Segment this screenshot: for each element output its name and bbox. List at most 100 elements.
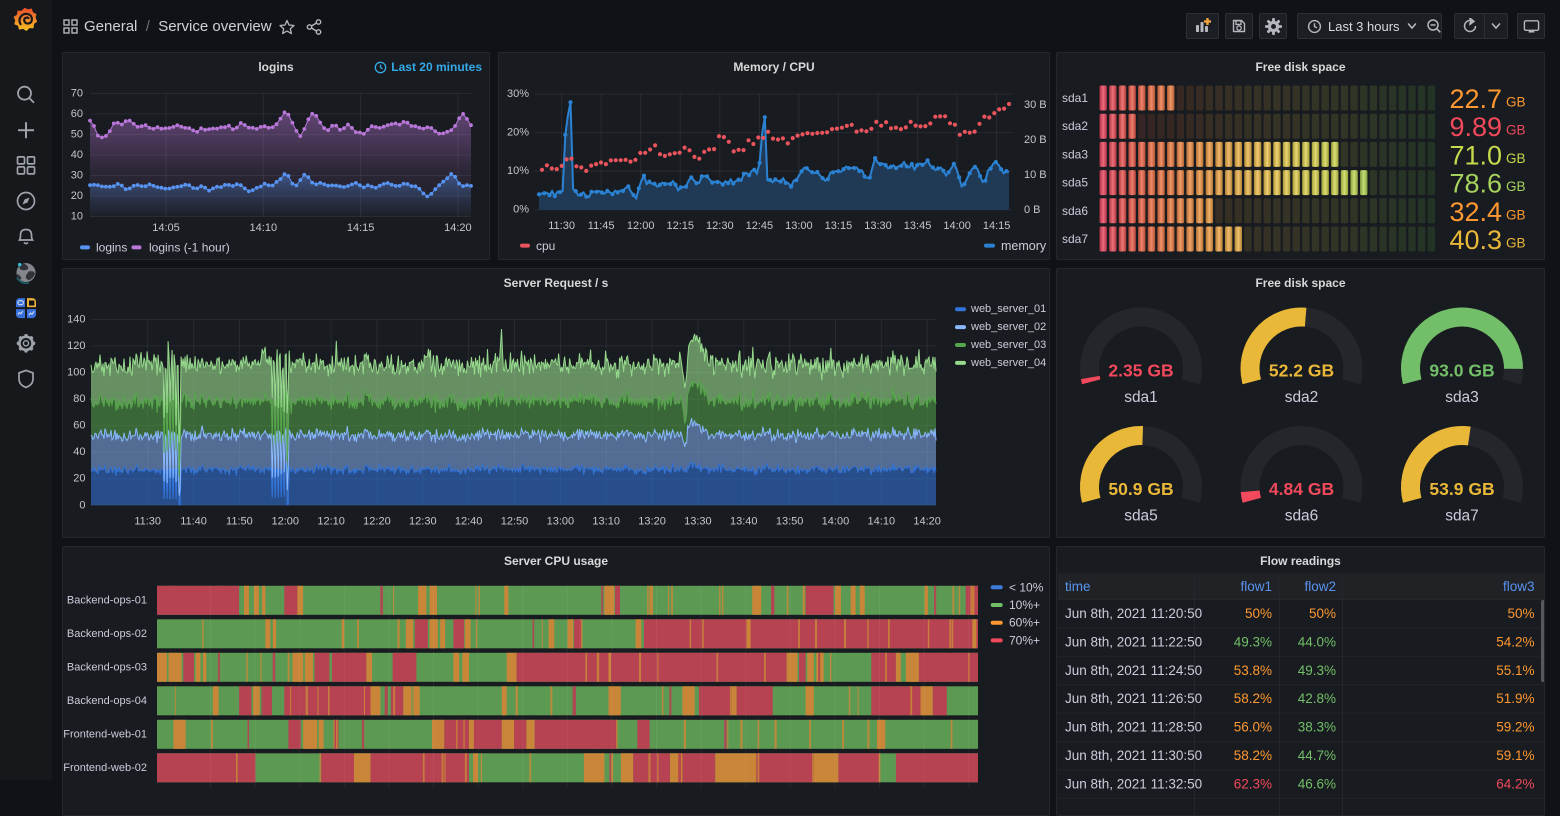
- svg-text:20: 20: [71, 190, 83, 202]
- svg-text:sda3: sda3: [1445, 389, 1479, 406]
- svg-text:12:20: 12:20: [363, 515, 391, 527]
- svg-text:11:30: 11:30: [134, 515, 161, 527]
- svg-text:49.3%: 49.3%: [1234, 634, 1272, 649]
- svg-text:30: 30: [71, 170, 83, 182]
- svg-text:Jun 8th, 2021 11:30:50: Jun 8th, 2021 11:30:50: [1065, 748, 1202, 763]
- svg-text:Backend-ops-02: Backend-ops-02: [67, 628, 147, 640]
- svg-text:100: 100: [67, 367, 85, 379]
- svg-text:14:10: 14:10: [250, 222, 278, 234]
- svg-text:14:15: 14:15: [983, 220, 1011, 232]
- svg-text:60: 60: [71, 108, 83, 120]
- svg-text:11:30: 11:30: [548, 220, 575, 232]
- svg-text:60%+: 60%+: [1009, 616, 1040, 630]
- svg-text:71.0: 71.0: [1449, 140, 1502, 170]
- svg-text:30%: 30%: [507, 88, 529, 100]
- svg-text:web_server_04: web_server_04: [970, 357, 1046, 369]
- svg-text:42.8%: 42.8%: [1298, 691, 1336, 706]
- svg-text:20 B: 20 B: [1024, 134, 1047, 146]
- svg-text:13:15: 13:15: [825, 220, 853, 232]
- svg-text:logins: logins: [96, 241, 127, 255]
- svg-text:Jun 8th, 2021 11:26:50: Jun 8th, 2021 11:26:50: [1065, 691, 1202, 706]
- svg-text:< 10%: < 10%: [1009, 580, 1044, 594]
- svg-text:13:10: 13:10: [592, 515, 620, 527]
- svg-text:sda2: sda2: [1062, 119, 1088, 133]
- svg-text:flow3: flow3: [1503, 579, 1535, 594]
- svg-text:44.0%: 44.0%: [1298, 634, 1336, 649]
- svg-text:9.89: 9.89: [1449, 112, 1502, 142]
- svg-text:logins (-1 hour): logins (-1 hour): [149, 241, 230, 255]
- svg-text:64.2%: 64.2%: [1496, 776, 1534, 791]
- svg-text:11:40: 11:40: [180, 515, 207, 527]
- svg-text:10 B: 10 B: [1024, 169, 1047, 181]
- svg-text:12:50: 12:50: [501, 515, 529, 527]
- svg-text:30 B: 30 B: [1024, 99, 1047, 111]
- svg-text:Jun 8th, 2021 11:20:50: Jun 8th, 2021 11:20:50: [1065, 606, 1202, 621]
- svg-text:sda2: sda2: [1285, 389, 1319, 406]
- svg-text:Backend-ops-03: Backend-ops-03: [67, 662, 147, 674]
- svg-text:Frontend-web-01: Frontend-web-01: [63, 729, 147, 741]
- svg-text:22.7: 22.7: [1449, 84, 1502, 114]
- svg-text:GB: GB: [1506, 236, 1526, 251]
- svg-text:sda7: sda7: [1445, 508, 1479, 525]
- svg-text:59.2%: 59.2%: [1496, 720, 1534, 735]
- svg-text:time: time: [1065, 579, 1091, 594]
- svg-text:web_server_03: web_server_03: [970, 339, 1046, 351]
- svg-text:11:50: 11:50: [226, 515, 253, 527]
- svg-text:sda5: sda5: [1062, 176, 1088, 190]
- svg-text:4.84 GB: 4.84 GB: [1269, 479, 1334, 499]
- svg-text:13:40: 13:40: [730, 515, 758, 527]
- svg-text:10%: 10%: [507, 165, 529, 177]
- svg-text:70: 70: [71, 88, 83, 100]
- svg-text:10%+: 10%+: [1009, 598, 1040, 612]
- svg-text:46.6%: 46.6%: [1298, 776, 1336, 791]
- svg-text:12:00: 12:00: [271, 515, 299, 527]
- svg-text:Frontend-web-02: Frontend-web-02: [63, 762, 147, 774]
- svg-text:53.8%: 53.8%: [1234, 663, 1272, 678]
- svg-text:51.9%: 51.9%: [1496, 691, 1534, 706]
- svg-text:GB: GB: [1506, 151, 1526, 166]
- svg-text:13:00: 13:00: [547, 515, 575, 527]
- svg-text:web_server_02: web_server_02: [970, 321, 1046, 333]
- svg-text:memory: memory: [1001, 239, 1047, 253]
- svg-text:50%: 50%: [1309, 606, 1336, 621]
- svg-text:52.2 GB: 52.2 GB: [1269, 361, 1334, 381]
- svg-text:14:20: 14:20: [913, 515, 941, 527]
- svg-text:140: 140: [67, 313, 85, 325]
- svg-text:Backend-ops-04: Backend-ops-04: [67, 695, 147, 707]
- svg-text:44.7%: 44.7%: [1298, 748, 1336, 763]
- svg-text:50%: 50%: [1507, 606, 1534, 621]
- svg-text:GB: GB: [1506, 95, 1526, 110]
- svg-text:12:30: 12:30: [706, 220, 734, 232]
- svg-text:GB: GB: [1506, 207, 1526, 222]
- svg-text:50%: 50%: [1245, 606, 1272, 621]
- svg-text:flow1: flow1: [1240, 579, 1272, 594]
- svg-text:Jun 8th, 2021 11:24:50: Jun 8th, 2021 11:24:50: [1065, 663, 1202, 678]
- svg-text:13:50: 13:50: [776, 515, 804, 527]
- svg-text:flow2: flow2: [1304, 579, 1336, 594]
- svg-text:13:30: 13:30: [684, 515, 712, 527]
- svg-text:120: 120: [67, 340, 85, 352]
- svg-text:GB: GB: [1506, 123, 1526, 138]
- svg-text:Backend-ops-01: Backend-ops-01: [67, 595, 147, 607]
- svg-text:80: 80: [73, 393, 85, 405]
- svg-text:20%: 20%: [507, 127, 529, 139]
- svg-text:12:45: 12:45: [746, 220, 774, 232]
- svg-text:93.0 GB: 93.0 GB: [1429, 361, 1494, 381]
- svg-text:sda1: sda1: [1062, 91, 1088, 105]
- svg-text:0%: 0%: [513, 204, 529, 216]
- svg-text:10: 10: [71, 211, 83, 223]
- svg-text:13:00: 13:00: [785, 220, 813, 232]
- svg-text:14:10: 14:10: [868, 515, 896, 527]
- svg-text:78.6: 78.6: [1449, 169, 1502, 199]
- svg-text:12:15: 12:15: [666, 220, 694, 232]
- svg-text:70%+: 70%+: [1009, 633, 1040, 647]
- svg-text:40: 40: [73, 446, 85, 458]
- svg-text:14:00: 14:00: [943, 220, 971, 232]
- svg-text:sda1: sda1: [1124, 389, 1158, 406]
- svg-text:14:20: 14:20: [444, 222, 472, 234]
- svg-text:55.1%: 55.1%: [1496, 663, 1534, 678]
- svg-text:sda7: sda7: [1062, 232, 1088, 246]
- svg-text:sda5: sda5: [1124, 508, 1158, 525]
- svg-text:Jun 8th, 2021 11:32:50: Jun 8th, 2021 11:32:50: [1065, 776, 1202, 791]
- svg-text:sda6: sda6: [1062, 204, 1088, 218]
